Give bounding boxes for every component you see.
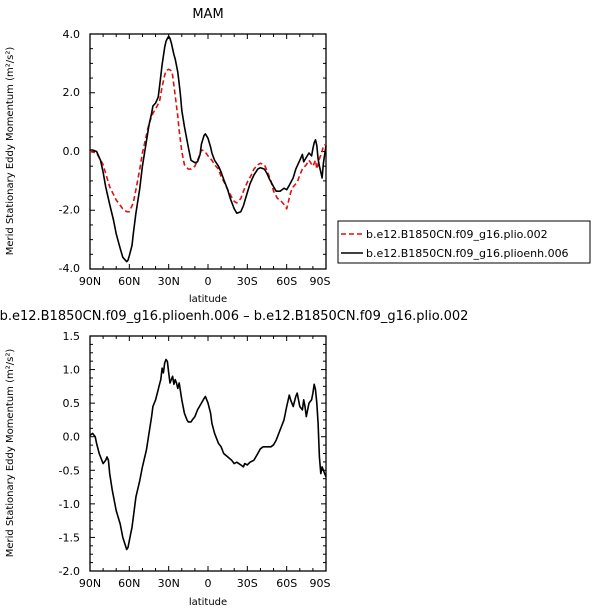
bottom-y-tick-label: 0.5 xyxy=(63,397,81,410)
top-x-tick-label: 0 xyxy=(205,275,212,288)
top-x-tick-label: 30N xyxy=(158,275,180,288)
bottom-x-axis-label: latitude xyxy=(189,597,227,608)
top-y-tick-label: 2.0 xyxy=(63,86,81,99)
top-series-lines xyxy=(89,35,327,263)
top-series-line-plioenh xyxy=(90,35,327,263)
legend: b.e12.B1850CN.f09_g16.plio.002 b.e12.B18… xyxy=(337,220,591,264)
bottom-series-line-difference xyxy=(89,358,327,551)
legend-label-plioenh: b.e12.B1850CN.f09_g16.plioenh.006 xyxy=(366,247,569,260)
bottom-x-tick-label: 30S xyxy=(237,577,258,590)
bottom-y-axis-label: Merid Stationary Eddy Momentum (m²/s²) xyxy=(5,349,16,558)
top-x-axis: 90N 60N 30N 0 30S 60S 90S latitude xyxy=(79,275,331,305)
top-y-axis: -4.0 -2.0 0.0 2.0 4.0 Merid Stationary E… xyxy=(5,28,80,275)
top-panel: MAM -4.0 -2.0 0.0 2.0 4.0 Merid Stationa… xyxy=(5,7,591,305)
top-x-tick-label: 90S xyxy=(310,275,331,288)
top-y-tick-label: -4.0 xyxy=(59,262,80,275)
bottom-plot-frame xyxy=(89,335,327,572)
bottom-y-tick-label: -2.0 xyxy=(59,565,80,578)
bottom-y-tick-label: 0.0 xyxy=(63,431,81,444)
top-series-line-plio xyxy=(89,68,327,213)
bottom-x-tick-label: 0 xyxy=(205,577,212,590)
top-y-tick-label: 0.0 xyxy=(63,145,81,158)
bottom-x-tick-label: 90S xyxy=(310,577,331,590)
top-x-tick-label: 30S xyxy=(237,275,258,288)
bottom-axis-ticks xyxy=(89,335,327,572)
top-x-tick-label: 60S xyxy=(276,275,297,288)
top-x-tick-label: 90N xyxy=(79,275,101,288)
top-title: MAM xyxy=(192,7,223,22)
legend-box xyxy=(337,220,591,264)
bottom-x-tick-label: 60N xyxy=(118,577,140,590)
bottom-panel: b.e12.B1850CN.f09_g16.plioenh.006 – b.e1… xyxy=(0,309,468,608)
legend-label-plio: b.e12.B1850CN.f09_g16.plio.002 xyxy=(366,228,548,241)
bottom-title: b.e12.B1850CN.f09_g16.plioenh.006 – b.e1… xyxy=(0,309,468,324)
bottom-y-tick-label: -1.5 xyxy=(59,531,80,544)
bottom-y-tick-label: 1.0 xyxy=(63,364,81,377)
top-x-axis-label: latitude xyxy=(189,294,227,305)
top-plot-frame xyxy=(89,33,327,270)
bottom-x-axis: 90N 60N 30N 0 30S 60S 90S latitude xyxy=(79,577,331,608)
bottom-series-lines xyxy=(89,358,327,551)
bottom-x-tick-label: 30N xyxy=(158,577,180,590)
top-y-tick-label: -2.0 xyxy=(59,204,80,217)
bottom-y-axis: -2.0 -1.5 -1.0 -0.5 0.0 0.5 1.0 1.5 Meri… xyxy=(5,330,80,578)
bottom-x-tick-label: 60S xyxy=(276,577,297,590)
top-y-tick-label: 4.0 xyxy=(63,28,81,41)
bottom-y-tick-label: -1.0 xyxy=(59,498,80,511)
top-x-tick-label: 60N xyxy=(118,275,140,288)
bottom-y-tick-label: -0.5 xyxy=(59,464,80,477)
top-y-axis-label: Merid Stationary Eddy Momentum (m²/s²) xyxy=(5,47,16,256)
bottom-y-tick-label: 1.5 xyxy=(63,330,81,343)
top-axis-ticks xyxy=(89,33,327,270)
bottom-x-tick-label: 90N xyxy=(79,577,101,590)
